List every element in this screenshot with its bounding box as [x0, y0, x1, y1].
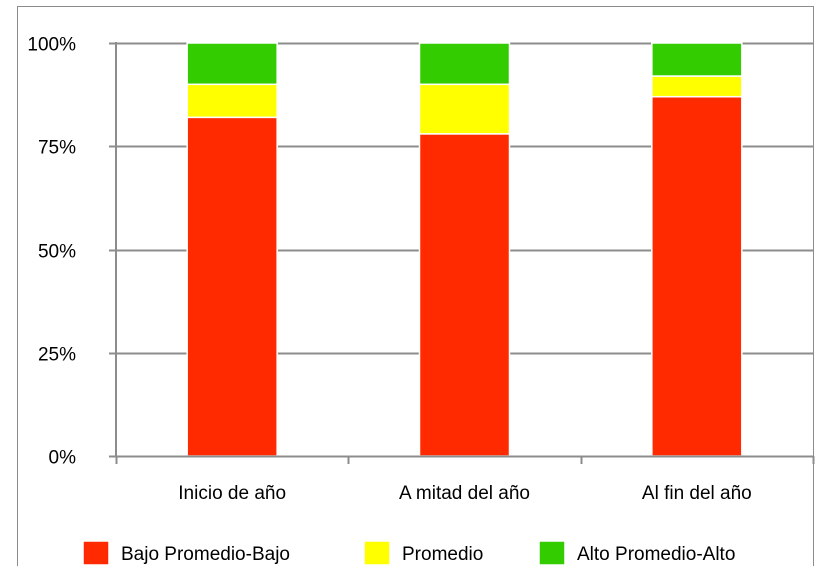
legend-swatch: [538, 540, 566, 566]
x-tick-label: A mitad del año: [399, 483, 530, 504]
bar-segment: [418, 133, 511, 457]
y-tick-label: 0%: [49, 448, 77, 469]
axes: [109, 42, 815, 464]
x-tick-labels: Inicio de año A mitad del año Al fin del a…: [178, 483, 751, 504]
legend-label: Bajo Promedio-Bajo: [121, 544, 290, 565]
y-tick-labels: 0% 25% 50% 75% 100%: [27, 35, 76, 469]
bar-segment: [186, 42, 278, 86]
legend-label: Alto Promedio-Alto: [577, 544, 735, 565]
y-tick-label: 75%: [38, 138, 76, 159]
bar-segment: [186, 83, 278, 119]
bar-segment: [651, 75, 743, 98]
legend-swatch: [363, 540, 391, 566]
x-tick-label: Al fin del año: [642, 483, 752, 504]
y-tick-label: 50%: [38, 242, 76, 263]
legend-swatch: [82, 540, 110, 566]
bar-segment: [651, 42, 743, 77]
y-tick-label: 100%: [27, 35, 76, 56]
bar-segment: [418, 83, 511, 135]
legend: Bajo Promedio-Bajo Promedio Alto Promedio-…: [82, 540, 735, 566]
bar-segment: [418, 42, 511, 86]
bar-segment: [186, 116, 278, 457]
legend-label: Promedio: [402, 544, 483, 565]
y-tick-label: 25%: [38, 345, 76, 366]
bar-segment: [651, 95, 743, 457]
bars: [186, 42, 743, 457]
x-tick-label: Inicio de año: [178, 483, 286, 504]
